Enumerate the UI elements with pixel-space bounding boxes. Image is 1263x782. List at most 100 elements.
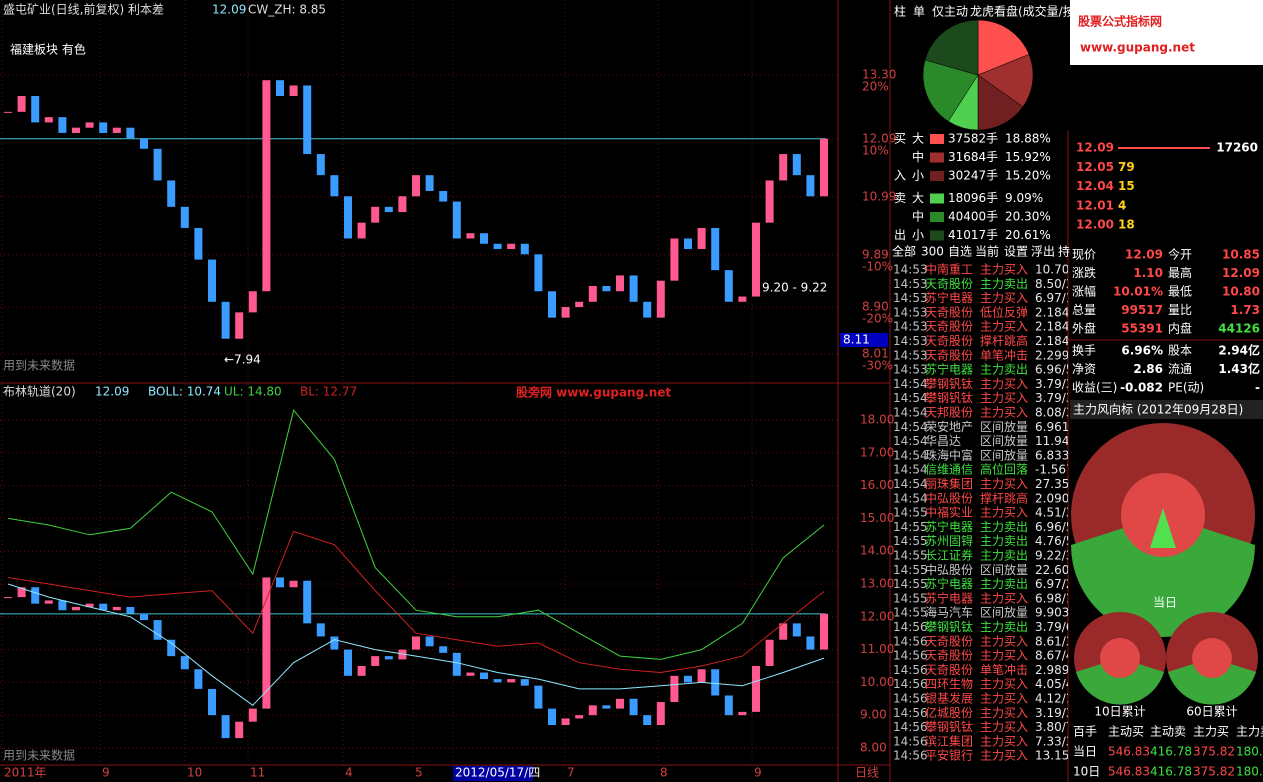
candle bbox=[507, 679, 516, 683]
trade-cell: 中福实业 bbox=[925, 505, 973, 520]
trade-cell: 14:53 bbox=[893, 334, 928, 348]
candle bbox=[58, 600, 67, 611]
y-tick-label: 9.00 bbox=[860, 708, 887, 722]
trade-cell: 苏州固锝 bbox=[925, 534, 973, 548]
trade-cell: 14:56 bbox=[893, 649, 928, 663]
candle bbox=[616, 275, 624, 292]
quote-value: 10.80 bbox=[1222, 285, 1260, 299]
list-tab[interactable]: 自选 bbox=[948, 245, 972, 259]
tab[interactable]: 仅主动 bbox=[932, 5, 968, 19]
trade-cell: 14:55 bbox=[893, 549, 928, 563]
flow-volume: 37582手 bbox=[948, 132, 998, 146]
tab[interactable]: 柱 bbox=[894, 4, 906, 19]
trade-cell: 银基发展 bbox=[925, 691, 973, 706]
trade-cell: 14:54 bbox=[893, 491, 928, 505]
candle bbox=[480, 672, 488, 680]
list-tab[interactable]: 持 bbox=[1058, 244, 1070, 259]
candle bbox=[752, 665, 760, 712]
candle bbox=[480, 233, 488, 244]
trade-cell: 14:54 bbox=[893, 391, 928, 405]
trade-cell: 天奇股份 bbox=[925, 649, 973, 663]
x-tick-label: 10 bbox=[187, 766, 202, 780]
candle bbox=[806, 636, 815, 650]
trade-cell: 2.184% bbox=[1035, 320, 1081, 334]
flow-swatch bbox=[930, 171, 944, 181]
pie-slice bbox=[922, 59, 979, 122]
trade-cell: 14:56 bbox=[893, 634, 928, 648]
candle bbox=[357, 665, 366, 676]
trade-cell: 信维通信 bbox=[925, 463, 973, 477]
trade-cell: 主力买入 bbox=[980, 377, 1028, 391]
candle bbox=[439, 646, 448, 653]
candle bbox=[588, 705, 597, 716]
flow-side: 卖 bbox=[894, 191, 906, 205]
list-tab[interactable]: 浮出 bbox=[1031, 245, 1055, 259]
flow-pct: 20.30% bbox=[1005, 210, 1051, 224]
trade-cell: 11.948 bbox=[1035, 434, 1077, 448]
cw-label: CW_ZH: 8.85 bbox=[248, 3, 326, 17]
table-cell: 主力买 bbox=[1193, 725, 1229, 739]
candle bbox=[520, 679, 529, 686]
trade-cell: 14:53 bbox=[893, 320, 928, 334]
boll-line bbox=[7, 583, 825, 706]
candle bbox=[276, 577, 284, 588]
candle bbox=[330, 175, 339, 197]
trade-cell: 13.15/ bbox=[1035, 749, 1074, 763]
list-tab[interactable]: 当前 bbox=[975, 244, 999, 259]
wind-header bbox=[1070, 400, 1263, 419]
trade-cell: 区间放量 bbox=[980, 447, 1028, 462]
table-cell: 416.78 bbox=[1150, 765, 1192, 779]
flow-size: 小 bbox=[912, 228, 924, 242]
flow-side: 入 bbox=[894, 169, 906, 183]
flow-side: 出 bbox=[894, 228, 906, 242]
candle bbox=[588, 285, 597, 302]
candle bbox=[221, 715, 230, 739]
table-cell: 当日 bbox=[1073, 745, 1097, 759]
quote-value: 12.09 bbox=[1222, 266, 1260, 280]
trade-cell: 9.22/3 bbox=[1035, 549, 1073, 563]
trade-cell: 6.97/1 bbox=[1035, 291, 1073, 305]
candle bbox=[289, 85, 298, 97]
candle bbox=[575, 301, 584, 308]
candle bbox=[85, 122, 94, 128]
candle bbox=[711, 669, 720, 696]
candle bbox=[765, 180, 774, 223]
trade-cell: 4.05/4 bbox=[1035, 677, 1073, 691]
flow-volume: 41017手 bbox=[948, 228, 998, 242]
candle bbox=[616, 698, 624, 709]
boll-legend: UL: 14.80 bbox=[224, 385, 282, 399]
trade-cell: 14:53 bbox=[893, 305, 928, 319]
list-tab[interactable]: 300 bbox=[921, 245, 944, 259]
future-note: 用到未来数据 bbox=[3, 358, 75, 373]
flow-volume: 40400手 bbox=[948, 210, 998, 224]
list-tab[interactable]: 全部 bbox=[892, 244, 916, 259]
trade-cell: 14:56 bbox=[893, 720, 928, 734]
trade-cell: 14:55 bbox=[893, 520, 928, 534]
candle bbox=[629, 275, 638, 302]
candle bbox=[711, 227, 720, 271]
candle bbox=[820, 613, 828, 650]
trade-cell: 主力买入 bbox=[980, 720, 1028, 734]
flow-size: 中 bbox=[912, 149, 924, 164]
candle bbox=[493, 679, 502, 683]
boll-title: 布林轨道(20) bbox=[3, 385, 76, 399]
trade-cell: 单笔冲击 bbox=[980, 347, 1028, 362]
table-cell: 416.78 bbox=[1150, 745, 1192, 759]
trade-cell: 苏宁电器 bbox=[925, 290, 973, 305]
tab[interactable]: 单 bbox=[913, 5, 925, 19]
table-cell: 180.96 bbox=[1236, 745, 1263, 759]
candle bbox=[507, 243, 516, 250]
y-tick-label: 8.90 bbox=[862, 300, 889, 314]
table-cell: 546.83 bbox=[1108, 765, 1150, 779]
candle bbox=[602, 705, 611, 709]
table-cell: 主动卖 bbox=[1150, 725, 1186, 739]
trade-cell: 14:56 bbox=[893, 663, 928, 677]
tab[interactable]: 龙虎看盘(成交量/按 bbox=[970, 4, 1075, 19]
trade-cell: 珠海中富 bbox=[925, 447, 973, 462]
trade-cell: 8.67/4 bbox=[1035, 649, 1073, 663]
trade-cell: 14:55 bbox=[893, 606, 928, 620]
list-tab[interactable]: 设置 bbox=[1004, 245, 1028, 259]
candle bbox=[452, 201, 461, 239]
x-tick-label: 日线 bbox=[855, 766, 879, 780]
